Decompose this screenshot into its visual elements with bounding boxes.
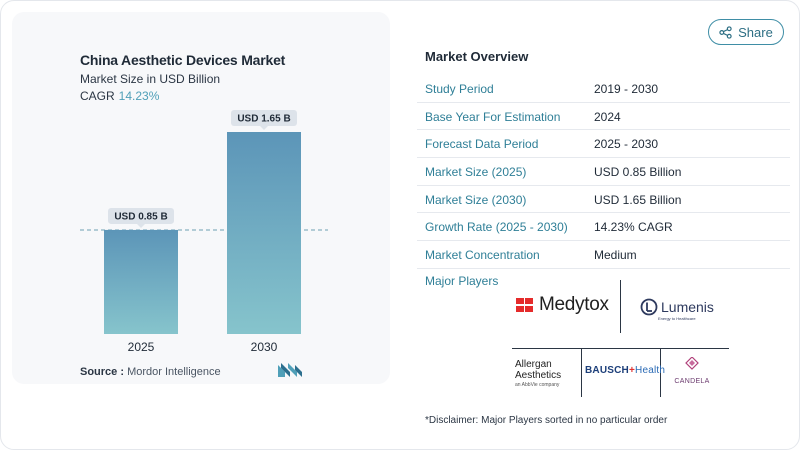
overview-label: Study Period	[425, 82, 494, 96]
source-value: Mordor Intelligence	[127, 366, 221, 378]
mordor-logo-icon	[278, 363, 302, 377]
disclaimer-text: *Disclaimer: Major Players sorted in no …	[425, 415, 668, 426]
overview-row-market-concentration: Market Concentration Medium	[417, 241, 790, 269]
chart-card	[12, 12, 390, 384]
overview-label: Forecast Data Period	[425, 137, 539, 152]
candela-mark-icon	[685, 356, 699, 370]
overview-value: 2025 - 2030	[594, 137, 659, 152]
share-button[interactable]: Share	[708, 19, 784, 45]
bausch-wordmark: BAUSCH	[585, 365, 629, 376]
bausch-health-logo: BAUSCH+Health	[585, 365, 666, 376]
lumenis-wordmark: Lumenis	[661, 299, 714, 315]
data-label-bg	[231, 110, 297, 126]
overview-value: USD 1.65 Billion	[594, 192, 682, 207]
market-overview-table: Study Period 2019 - 2030 Base Year For E…	[417, 75, 790, 269]
data-label-bg	[108, 207, 174, 224]
overview-row-market-size-2030: Market Size (2030) USD 1.65 Billion	[417, 186, 790, 214]
logo-divider	[620, 280, 621, 333]
data-label: USD 0.85 B	[114, 211, 167, 222]
overview-value: 2019 - 2030	[594, 82, 659, 96]
overview-value: 14.23% CAGR	[594, 220, 673, 235]
health-wordmark: Health	[635, 365, 666, 376]
allergan-aesthetics-logo: Allergan Aesthetics an AbbVie company	[515, 359, 585, 388]
lumenis-tagline: Energy to Healthcare	[658, 316, 696, 321]
cagr-label: CAGR	[80, 89, 115, 103]
overview-label: Market Size (2030)	[425, 192, 527, 207]
overview-value: USD 0.85 Billion	[594, 165, 682, 180]
candela-logo: CANDELA	[672, 356, 712, 385]
overview-value: Medium	[594, 248, 637, 263]
overview-row-growth-rate: Growth Rate (2025 - 2030) 14.23% CAGR	[417, 213, 790, 242]
data-label: USD 1.65 B	[237, 114, 290, 125]
share-label: Share	[738, 24, 773, 40]
logo-divider	[581, 349, 582, 397]
major-players-title: Major Players	[425, 274, 499, 288]
x-tick-label: 2030	[251, 340, 278, 354]
overview-label: Base Year For Estimation	[425, 109, 561, 124]
x-tick-label: 2025	[128, 340, 155, 354]
data-label-pointer	[137, 223, 145, 228]
logo-divider	[512, 348, 729, 349]
medytox-logo: Medytox	[516, 294, 609, 316]
allergan-wordmark: Allergan	[515, 359, 552, 370]
logo-divider	[660, 349, 661, 397]
cagr-value: 14.23%	[118, 89, 160, 103]
bar-2030	[227, 132, 301, 334]
share-icon	[719, 25, 732, 39]
bar-chart: USD 0.85 B 2025 USD 1.65 B 2030	[80, 110, 328, 354]
overview-row-study-period: Study Period 2019 - 2030	[417, 75, 790, 103]
lumenis-logo: Lumenis Energy to Healthcare	[640, 298, 714, 321]
bar-2025	[104, 229, 178, 334]
overview-row-market-size-2025: Market Size (2025) USD 0.85 Billion	[417, 158, 790, 186]
aesthetics-wordmark: Aesthetics	[515, 370, 562, 381]
overview-label: Growth Rate (2025 - 2030)	[425, 220, 568, 235]
market-overview-title: Market Overview	[425, 49, 529, 64]
overview-label: Market Concentration	[425, 248, 540, 263]
source-line: Source : Mordor Intelligence	[80, 366, 221, 378]
chart-title: China Aesthetic Devices Market	[80, 52, 286, 68]
medytox-wordmark: Medytox	[539, 294, 609, 315]
cagr-line: CAGR 14.23%	[80, 89, 159, 103]
medytox-mark-icon	[516, 298, 533, 312]
overview-value: 2024	[594, 109, 621, 124]
chart-subtitle: Market Size in USD Billion	[80, 72, 221, 86]
candela-wordmark: CANDELA	[674, 378, 710, 385]
data-label-pointer	[260, 126, 268, 130]
overview-row-forecast-period: Forecast Data Period 2025 - 2030	[417, 130, 790, 159]
allergan-tagline: an AbbVie company	[515, 382, 560, 388]
source-label: Source :	[80, 366, 125, 378]
lumenis-mark-icon	[640, 298, 658, 316]
overview-label: Market Size (2025)	[425, 165, 527, 180]
overview-row-base-year: Base Year For Estimation 2024	[417, 103, 790, 131]
